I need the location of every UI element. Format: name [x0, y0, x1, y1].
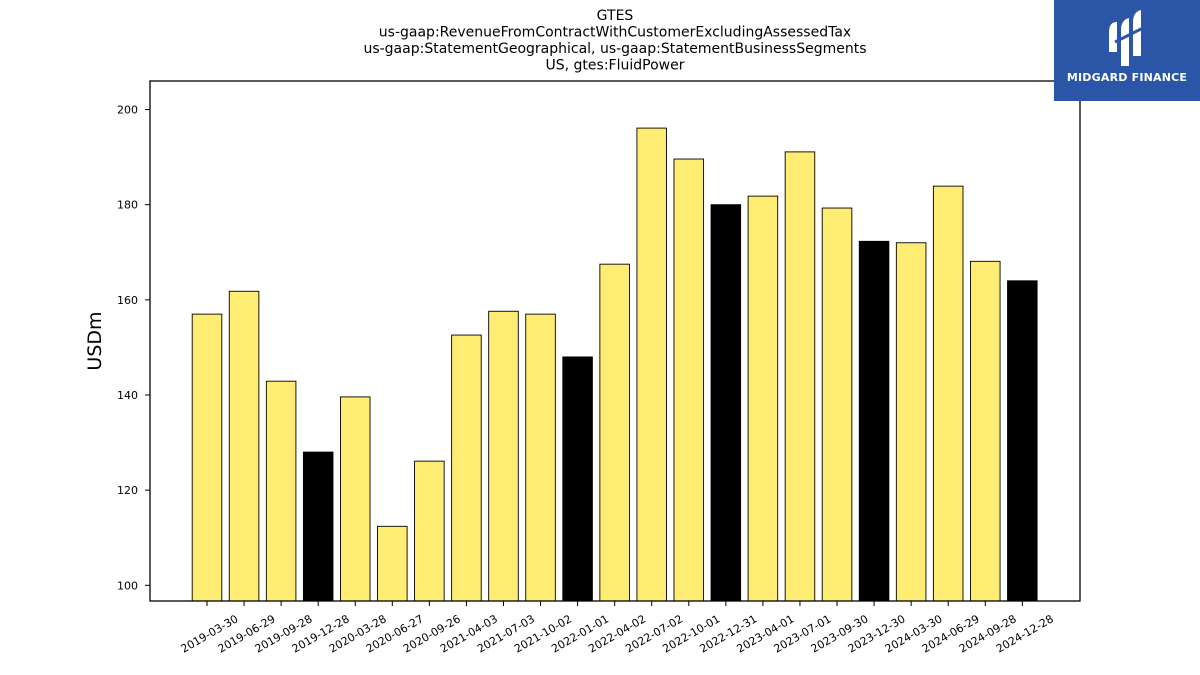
title-line: US, gtes:FluidPower [546, 58, 685, 74]
bar-2024-09-28 [970, 260, 1001, 602]
bar-2023-04-01 [747, 195, 779, 602]
bar-2023-12-30 [858, 240, 890, 602]
y-tick-label: 140 [117, 389, 138, 402]
bar-2022-12-31 [710, 204, 742, 602]
y-tick-label: 160 [117, 294, 138, 307]
bar-2024-03-30 [895, 242, 927, 602]
x-axis: 2019-03-302019-06-292019-09-282019-12-28… [179, 601, 1056, 656]
y-tick-label: 100 [117, 579, 138, 592]
bar-2023-07-01 [784, 151, 816, 602]
y-tick-label: 120 [117, 484, 138, 497]
bar-2024-12-28 [1007, 280, 1038, 602]
bars [191, 127, 1038, 602]
y-tick-label: 200 [117, 104, 138, 117]
bar-2022-04-02 [599, 263, 630, 602]
bar-2023-09-30 [821, 207, 853, 602]
bar-2021-10-02 [525, 313, 556, 602]
logo-mark-icon [1109, 10, 1144, 66]
bar-2022-07-02 [636, 127, 667, 602]
bar-2022-01-01 [562, 356, 593, 602]
title-line: us-gaap:RevenueFromContractWithCustomerE… [379, 25, 851, 41]
y-tick-label: 180 [117, 199, 138, 212]
bar-2019-03-30 [191, 313, 223, 602]
title-line: GTES [597, 8, 634, 24]
title-line: us-gaap:StatementGeographical, us-gaap:S… [363, 41, 866, 57]
logo: MIDGARD FINANCE [1054, 0, 1200, 101]
bar-2019-09-28 [265, 380, 297, 602]
chart-title: GTESus-gaap:RevenueFromContractWithCusto… [363, 8, 866, 74]
bar-2021-04-03 [451, 334, 482, 602]
y-axis: 100 120 140 160 180 200 [117, 104, 150, 592]
bar-2019-06-29 [228, 290, 260, 602]
logo-text: MIDGARD FINANCE [1066, 71, 1188, 84]
bar-2021-07-03 [488, 310, 519, 602]
bar-2020-03-28 [339, 396, 371, 602]
bar-2019-12-28 [302, 451, 334, 602]
bar-2022-10-01 [673, 158, 705, 602]
y-axis-label: USDm [84, 311, 106, 370]
bar-2020-09-26 [414, 460, 445, 602]
bar-2024-06-29 [932, 185, 964, 602]
bar-2020-06-27 [377, 525, 408, 602]
